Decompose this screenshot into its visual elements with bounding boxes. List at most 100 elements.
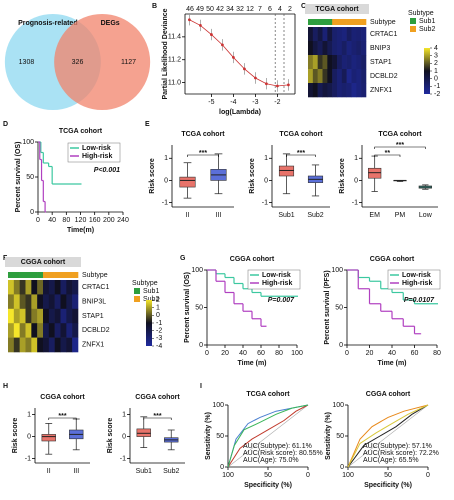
group-cell — [66, 272, 73, 278]
heat-cell — [37, 323, 44, 338]
heatmap-title: TCGA cohort — [315, 6, 359, 13]
heat-cell — [25, 323, 32, 338]
heat-cell — [327, 69, 333, 84]
group-cell — [351, 19, 357, 25]
annotation-label: Subtype — [370, 19, 396, 26]
p-value: P=0.0107 — [404, 297, 435, 304]
deviance-point — [232, 56, 235, 59]
x-tick-label: -5 — [208, 99, 214, 106]
y-tick-label: -1 — [25, 455, 31, 462]
heat-cell — [13, 280, 20, 295]
y-tick-label: 11.0 — [168, 79, 181, 86]
heat-cell — [31, 323, 38, 338]
y-tick-label: 1 — [164, 155, 168, 162]
y-axis-label: Sensitivity (%) — [325, 412, 332, 460]
heat-cell — [308, 55, 314, 70]
y-tick-label: 100 — [332, 402, 344, 409]
color-bar — [424, 48, 430, 94]
heat-cell — [346, 69, 352, 84]
sig-label: *** — [58, 413, 66, 420]
group-cell — [346, 19, 352, 25]
color-tick-label: -4 — [156, 343, 162, 350]
heat-cell — [327, 41, 333, 56]
group-cell — [308, 19, 314, 25]
box — [278, 165, 295, 177]
heat-cell — [322, 27, 328, 42]
y-tick-label: 1 — [354, 155, 358, 162]
group-cell — [19, 272, 26, 278]
x-tick-label: 0 — [426, 472, 430, 479]
venn-count: 1308 — [19, 59, 35, 66]
top-label: 34 — [226, 6, 234, 13]
heat-cell — [66, 280, 73, 295]
legend-swatch — [134, 288, 140, 294]
deviance-point — [265, 82, 268, 86]
gene-label: CRTAC1 — [370, 31, 397, 38]
deviance-point — [199, 24, 202, 27]
legend-label: AUC(Risk score): 80.55% — [243, 450, 323, 457]
gene-label: CRTAC1 — [82, 284, 109, 291]
y-tick-label: 0 — [27, 433, 31, 440]
sig-bracket — [286, 154, 316, 157]
y-tick-label: 50 — [26, 174, 34, 181]
box — [136, 428, 151, 437]
heat-cell — [8, 280, 15, 295]
heat-cell — [60, 337, 67, 353]
x-tick-label: 240 — [117, 217, 129, 224]
legend-swatch — [134, 296, 140, 302]
heat-cell — [54, 294, 61, 310]
heat-cell — [356, 55, 362, 70]
panel-label: C — [301, 3, 306, 10]
y-axis-label: Percent survival (OS) — [15, 142, 22, 213]
panel-title: TCGA cohort — [279, 131, 323, 138]
legend-label: Sub1 — [143, 288, 159, 295]
legend-label: High-risk — [82, 153, 112, 160]
sig-label: *** — [297, 150, 305, 157]
gene-label: DCBLD2 — [370, 73, 398, 80]
y-tick-label: 50 — [335, 304, 343, 311]
x-tick-label: 20 — [366, 350, 374, 357]
y-tick-label: -1 — [262, 199, 268, 206]
y-tick-label: 11.4 — [168, 34, 181, 41]
heat-cell — [308, 41, 314, 56]
heat-cell — [13, 323, 20, 338]
deviance-point — [188, 18, 191, 22]
heat-cell — [327, 83, 333, 98]
x-tick-label: 100 — [222, 472, 234, 479]
heat-cell — [341, 83, 347, 98]
heat-cell — [361, 27, 367, 42]
annotation-label: Subtype — [82, 272, 108, 279]
heat-cell — [72, 323, 79, 338]
y-tick-label: 0 — [354, 177, 358, 184]
heat-cell — [25, 294, 32, 310]
x-tick-label: 40 — [388, 350, 396, 357]
y-tick-label: 0 — [199, 342, 203, 349]
legend-label: AUC(Risk score): 72.2% — [363, 450, 439, 457]
x-tick-label: 50 — [264, 472, 272, 479]
y-tick-label: 0 — [340, 464, 344, 471]
heat-cell — [341, 27, 347, 42]
heat-cell — [308, 27, 314, 42]
legend-label: High-risk — [402, 280, 432, 287]
heat-cell — [346, 41, 352, 56]
gene-label: DCBLD2 — [82, 327, 110, 334]
heat-cell — [308, 69, 314, 84]
legend-label: Sub2 — [419, 26, 435, 33]
heat-cell — [60, 323, 67, 338]
heat-cell — [43, 294, 50, 310]
legend-label: AUC(Age): 75.0% — [243, 457, 299, 464]
x-tick-label: PM — [395, 212, 406, 219]
heat-cell — [312, 41, 318, 56]
heat-cell — [332, 55, 338, 70]
heat-cell — [60, 280, 67, 295]
heat-cell — [48, 308, 55, 324]
y-axis-label: Percent survival (PFS) — [324, 270, 331, 344]
panel-label: E — [145, 121, 150, 128]
heat-cell — [60, 294, 67, 310]
y-tick-label: -1 — [120, 455, 126, 462]
color-tick-label: 2 — [156, 297, 160, 304]
x-tick-label: III — [216, 212, 222, 219]
heat-cell — [317, 41, 323, 56]
color-tick-label: -3 — [156, 335, 162, 342]
